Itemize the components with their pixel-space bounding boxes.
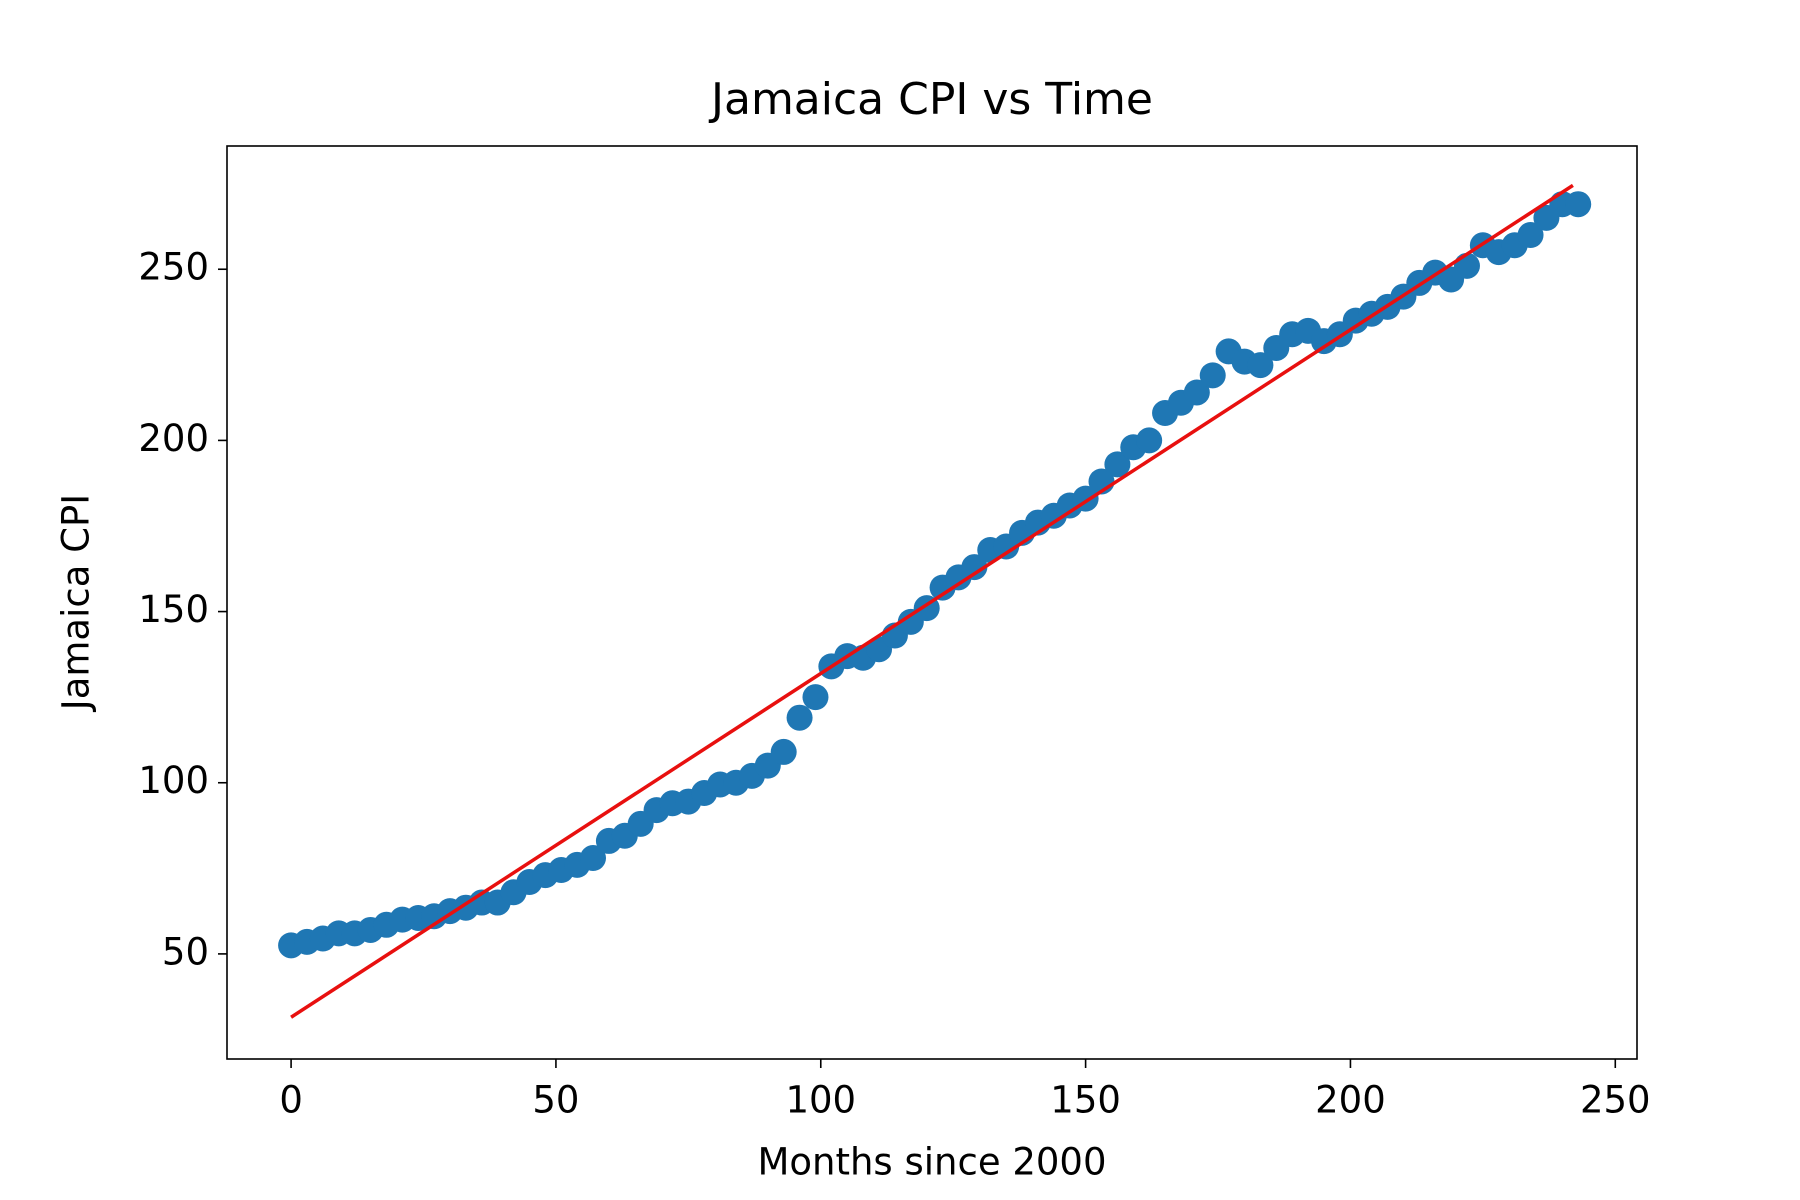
x-axis-label: Months since 2000 <box>757 1141 1106 1184</box>
y-tick-label: 150 <box>138 588 209 631</box>
scatter-point <box>786 704 813 731</box>
scatter-point <box>580 845 607 872</box>
y-tick-label: 200 <box>138 417 209 460</box>
fit-line <box>290 183 1574 1019</box>
scatter-point <box>1199 362 1226 389</box>
scatter-point <box>961 554 988 581</box>
scatter-point <box>770 738 797 765</box>
x-tick-label: 0 <box>279 1079 303 1122</box>
scatter-point <box>1183 379 1210 406</box>
scatter-point <box>1104 451 1131 478</box>
x-tick-label: 100 <box>785 1079 856 1122</box>
y-tick-label: 250 <box>138 246 209 289</box>
chart-title: Jamaica CPI vs Time <box>708 74 1153 125</box>
scatter-point <box>1453 252 1480 279</box>
axes-frame <box>226 145 1638 1060</box>
scatter-point <box>802 684 829 711</box>
y-axis-label: Jamaica CPI <box>55 494 98 712</box>
x-tick-label: 150 <box>1050 1079 1121 1122</box>
x-tick-label: 200 <box>1315 1079 1386 1122</box>
scatter-point <box>1565 191 1592 218</box>
scatter-point <box>1247 352 1274 379</box>
scatter-point <box>1136 427 1163 454</box>
x-tick-label: 50 <box>532 1079 579 1122</box>
y-tick-label: 50 <box>162 930 209 973</box>
plot-area <box>278 183 1592 1019</box>
y-tick-label: 100 <box>138 759 209 802</box>
scatter-point <box>1517 222 1544 249</box>
x-tick-label: 250 <box>1580 1079 1651 1122</box>
